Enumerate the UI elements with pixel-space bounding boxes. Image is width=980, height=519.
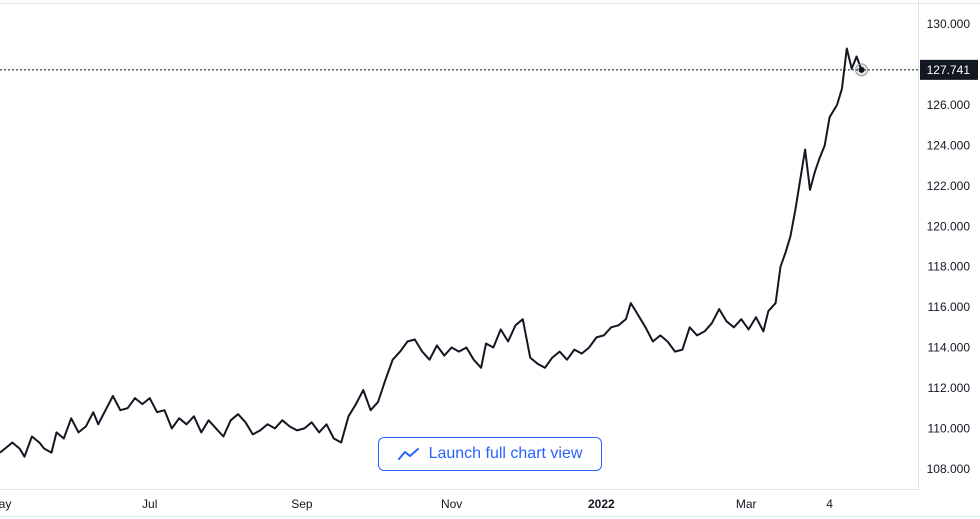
trend-line-icon [397, 447, 420, 461]
price-tick-label: 110.000 [928, 421, 971, 435]
time-tick-label: 2022 [588, 497, 615, 511]
time-tick-label: Sep [291, 497, 313, 511]
last-price-overlay: 127.741 [0, 59, 978, 80]
time-tick-label: May [0, 497, 11, 511]
time-tick-label: Mar [736, 497, 757, 511]
launch-full-chart-button[interactable]: Launch full chart view [378, 437, 602, 471]
time-axis[interactable]: May Jul Sep Nov 2022 Mar 4 [0, 497, 833, 511]
price-axis[interactable]: 130.000128.000126.000124.000122.000120.0… [927, 17, 971, 476]
price-tick-label: 114.000 [928, 341, 971, 355]
price-tick-label: 130.000 [927, 17, 971, 31]
price-series-line[interactable] [0, 47, 863, 458]
price-tick-label: 122.000 [927, 179, 971, 193]
price-tick-label: 118.000 [928, 260, 971, 274]
time-tick-label: Nov [441, 497, 462, 511]
price-tick-label: 120.000 [927, 219, 971, 233]
launch-button-label: Launch full chart view [428, 445, 583, 462]
last-price-marker [858, 66, 865, 73]
price-tick-label: 108.000 [927, 462, 971, 476]
time-tick-label: Jul [142, 497, 157, 511]
time-tick-label: 4 [826, 497, 833, 511]
price-tick-label: 116.000 [928, 300, 971, 314]
price-tick-label: 126.000 [927, 98, 971, 112]
last-price-label-bg [920, 59, 978, 80]
series-layer [0, 47, 863, 458]
last-price-label: 127.741 [927, 63, 971, 77]
price-tick-label: 112.000 [928, 381, 971, 395]
price-tick-label: 124.000 [927, 138, 971, 152]
